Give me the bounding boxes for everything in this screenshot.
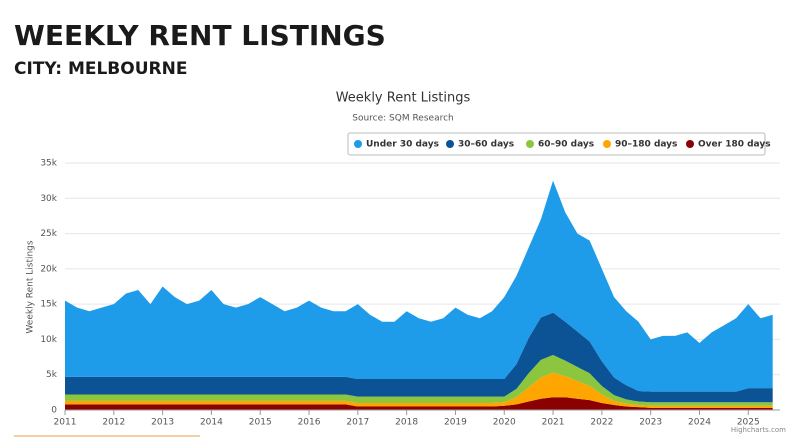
x-tick-label: 2023 <box>639 418 662 428</box>
legend-label: 60–90 days <box>538 140 594 150</box>
x-tick-label: 2016 <box>298 418 321 428</box>
credits: Highcharts.com <box>731 426 786 434</box>
area <box>65 312 773 403</box>
legend-box <box>347 132 766 156</box>
legend-marker <box>354 140 362 148</box>
chart-title: Weekly Rent Listings <box>336 91 471 106</box>
x-tick-label: 2015 <box>249 418 272 428</box>
legend-label: Over 180 days <box>698 140 771 150</box>
y-tick-label: 15k <box>40 300 57 310</box>
chart-subtitle: Source: SQM Research <box>352 114 454 124</box>
page-title: WEEKLY RENT LISTINGS <box>14 19 386 52</box>
legend-label: Under 30 days <box>366 140 439 150</box>
x-tick-label: 2021 <box>542 418 565 428</box>
x-tick-label: 2024 <box>688 418 711 428</box>
x-tick-label: 2013 <box>151 418 174 428</box>
legend-marker <box>603 140 611 148</box>
y-axis-label: Weekly Rent Listings <box>26 240 36 333</box>
x-tick-label: 2018 <box>395 418 418 428</box>
area <box>65 354 773 406</box>
area <box>65 372 773 408</box>
page-subtitle: CITY: MELBOURNE <box>14 59 187 79</box>
x-tick-label: 2017 <box>346 418 369 428</box>
x-tick-label: 2025 <box>737 418 760 428</box>
y-tick-label: 20k <box>40 264 57 274</box>
legend-label: 90–180 days <box>615 140 677 150</box>
y-tick-label: 25k <box>40 229 57 239</box>
area <box>65 180 773 392</box>
area <box>65 397 773 410</box>
y-tick-label: 30k <box>40 194 57 204</box>
x-tick-label: 2022 <box>590 418 613 428</box>
legend-marker <box>446 140 454 148</box>
y-tick-label: 5k <box>46 370 58 380</box>
x-tick-label: 2019 <box>444 418 467 428</box>
x-tick-label: 2012 <box>102 418 125 428</box>
y-tick-label: 0 <box>51 406 57 416</box>
x-tick-label: 2011 <box>54 418 77 428</box>
y-tick-label: 10k <box>40 335 57 345</box>
legend-label: 30–60 days <box>458 140 514 150</box>
legend-marker <box>686 140 694 148</box>
y-tick-label: 35k <box>40 159 57 169</box>
legend-marker <box>526 140 534 148</box>
x-tick-label: 2014 <box>200 418 223 428</box>
x-tick-label: 2020 <box>493 418 516 428</box>
